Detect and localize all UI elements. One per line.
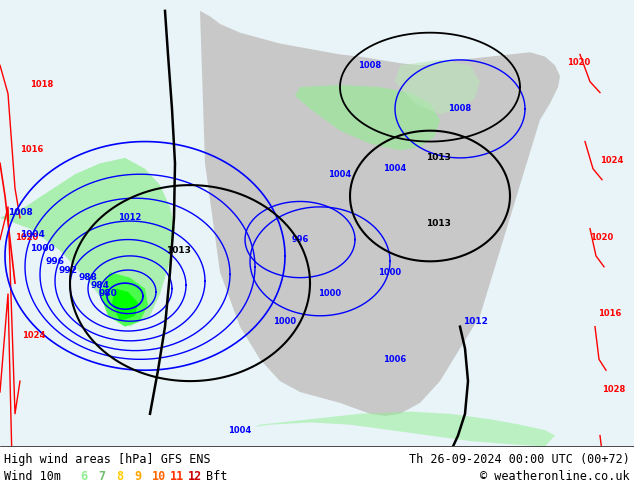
Text: 1020: 1020 <box>590 233 613 242</box>
Text: 1024: 1024 <box>22 331 46 340</box>
Text: 1013: 1013 <box>425 153 450 162</box>
Text: 1024: 1024 <box>600 156 623 165</box>
Bar <box>0 446 634 490</box>
Text: Th 26-09-2024 00:00 UTC (00+72): Th 26-09-2024 00:00 UTC (00+72) <box>409 453 630 466</box>
Text: 1024: 1024 <box>590 450 613 459</box>
Polygon shape <box>0 158 175 327</box>
Text: 1000: 1000 <box>318 290 342 298</box>
Text: 10: 10 <box>152 470 166 484</box>
Text: 1013: 1013 <box>425 219 450 228</box>
Text: 992: 992 <box>58 266 77 274</box>
Text: 1004: 1004 <box>384 164 406 173</box>
Text: 1008: 1008 <box>448 104 472 113</box>
Text: 980: 980 <box>99 290 117 298</box>
Text: 1012: 1012 <box>463 317 488 326</box>
Text: 1012: 1012 <box>119 213 141 222</box>
Text: 1004: 1004 <box>328 170 352 179</box>
Text: 996: 996 <box>291 235 309 244</box>
Text: 7: 7 <box>98 470 105 484</box>
Text: 11: 11 <box>170 470 184 484</box>
Text: 1018: 1018 <box>30 80 53 89</box>
Text: 1008: 1008 <box>358 61 382 70</box>
Text: 1008: 1008 <box>8 208 32 217</box>
Text: 988: 988 <box>79 273 98 282</box>
Text: 1016: 1016 <box>20 146 43 154</box>
Polygon shape <box>100 272 148 327</box>
Text: 1004: 1004 <box>228 426 252 435</box>
Text: 1020: 1020 <box>15 233 38 242</box>
Text: 1000: 1000 <box>273 317 297 326</box>
Text: 1000: 1000 <box>30 244 55 253</box>
Text: 1016: 1016 <box>598 309 621 318</box>
Text: 984: 984 <box>91 281 110 290</box>
Text: 8: 8 <box>116 470 123 484</box>
Text: 1028: 1028 <box>602 385 625 394</box>
Text: 1013: 1013 <box>165 246 190 255</box>
Text: High wind areas [hPa] GFS ENS: High wind areas [hPa] GFS ENS <box>4 453 210 466</box>
Text: 1020: 1020 <box>567 58 590 67</box>
Text: 9: 9 <box>134 470 141 484</box>
Polygon shape <box>395 60 480 114</box>
Text: Bft: Bft <box>206 470 228 484</box>
Text: 1008: 1008 <box>209 464 231 473</box>
Text: © weatheronline.co.uk: © weatheronline.co.uk <box>481 470 630 484</box>
Polygon shape <box>295 85 440 150</box>
Text: 6: 6 <box>80 470 87 484</box>
Text: 12: 12 <box>188 470 202 484</box>
Text: 1006: 1006 <box>384 355 406 364</box>
Text: 1000: 1000 <box>378 268 401 277</box>
Text: Wind 10m: Wind 10m <box>4 470 61 484</box>
Polygon shape <box>112 289 138 321</box>
Text: 1004: 1004 <box>20 230 44 239</box>
Polygon shape <box>200 11 560 416</box>
Polygon shape <box>255 412 555 446</box>
Text: 1000: 1000 <box>158 464 181 473</box>
Text: 996: 996 <box>46 257 65 266</box>
